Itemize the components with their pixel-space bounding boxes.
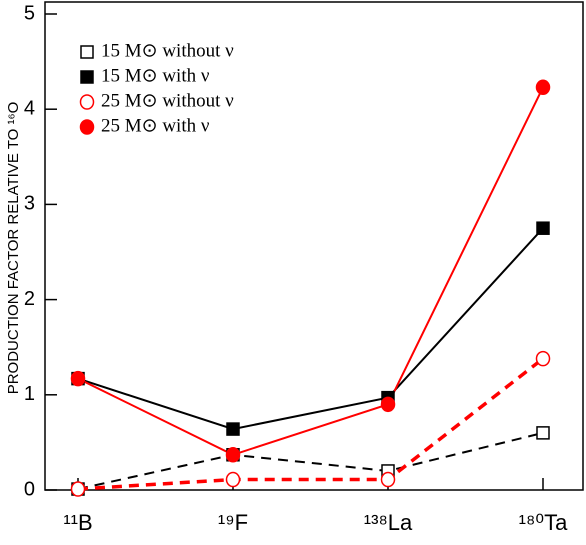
data-point	[226, 422, 240, 436]
y-tick-label: 3	[24, 193, 35, 215]
series-line	[77, 431, 544, 491]
plot-frame	[44, 1, 584, 491]
data-point	[380, 471, 396, 488]
legend-marker	[80, 70, 94, 84]
legend-marker	[79, 94, 95, 110]
data-point	[380, 396, 396, 413]
x-tick-label: ¹³⁸La	[364, 510, 413, 535]
data-point	[70, 370, 86, 387]
legend-marker	[80, 45, 94, 59]
y-axis-label: PRODUCTION FACTOR RELATIVE TO ¹⁶O	[5, 102, 22, 395]
data-point	[70, 481, 86, 497]
y-tick-label: 1	[24, 383, 35, 405]
legend-label: 25 M⊙ with ν	[101, 115, 210, 136]
data-point	[535, 350, 551, 367]
y-tick-label: 0	[24, 478, 35, 500]
legend-label: 25 M⊙ without ν	[101, 90, 234, 111]
series-line	[77, 227, 544, 431]
x-tick-label: ¹¹B	[63, 510, 92, 535]
data-point	[536, 426, 550, 440]
data-point	[536, 221, 550, 235]
x-tick-label: ¹⁸⁰Ta	[519, 510, 568, 535]
y-tick-label: 4	[24, 97, 35, 119]
data-point	[225, 471, 241, 488]
x-tick-label: ¹⁹F	[218, 510, 248, 535]
y-tick-label: 5	[24, 2, 35, 24]
data-point	[535, 79, 551, 96]
data-point	[225, 447, 241, 463]
legend-label: 15 M⊙ without ν	[101, 40, 234, 61]
y-tick-label: 2	[24, 288, 35, 310]
legend-marker	[79, 119, 95, 135]
series-line	[77, 86, 544, 456]
series-line	[77, 357, 545, 491]
legend-label: 15 M⊙ with ν	[101, 65, 210, 86]
